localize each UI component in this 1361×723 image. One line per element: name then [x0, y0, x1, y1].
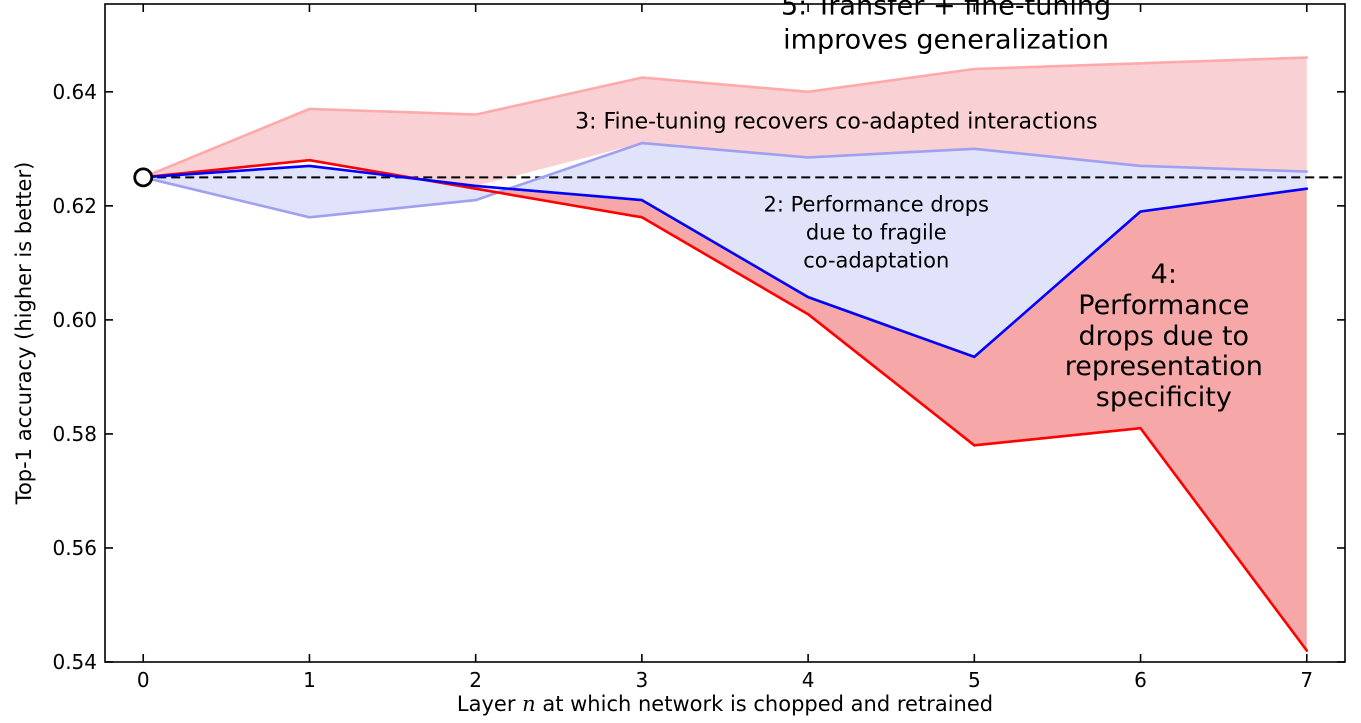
annotation-2: 2: Performance drops due to fragile co-a…: [763, 192, 989, 273]
x-axis-label-math-n: n: [522, 692, 536, 716]
x-axis-label-suffix: at which network is chopped and retraine…: [535, 692, 994, 716]
annotation-4: 4: Performance drops due to representati…: [1064, 259, 1263, 414]
series-dark-red-line: [141, 158, 1309, 652]
y-tick-label-0.62: 0.62: [52, 193, 97, 218]
region-fill-fragile-coadaptation-region: [143, 143, 1307, 357]
x-tick-label-1: 1: [303, 668, 316, 692]
origin-open-circle-marker: [133, 167, 154, 188]
series-dark-blue-line: [141, 164, 1309, 359]
x-axis-label-prefix: Layer: [456, 692, 523, 716]
y-tick-label-0.58: 0.58: [52, 421, 97, 446]
annotation-5: 5: Transfer + fine-tuning improves gener…: [780, 0, 1112, 56]
region-fill-transfer-finetune-region: [143, 57, 1307, 186]
series-light-blue-line: [141, 141, 1309, 219]
x-tick-label-3: 3: [635, 668, 649, 692]
x-tick-label-6: 6: [1134, 668, 1147, 692]
y-tick-label-0.54: 0.54: [52, 650, 97, 674]
x-tick-label-2: 2: [469, 668, 483, 692]
x-axis-label: Layer n at which network is chopped and …: [457, 692, 993, 716]
series-light-red-line: [141, 56, 1309, 179]
region-fill-representation-specificity-region: [475, 185, 1307, 651]
y-tick-label-0.60: 0.60: [52, 307, 97, 332]
annotation-3: 3: Fine-tuning recovers co-adapted inter…: [575, 109, 1098, 135]
axis-box: [104, 3, 1346, 663]
x-tick-label-7: 7: [1300, 668, 1314, 692]
y-tick-label-0.64: 0.64: [52, 79, 97, 104]
x-tick-label-5: 5: [967, 668, 981, 692]
y-tick-label-0.56: 0.56: [52, 535, 97, 560]
x-tick-label-0: 0: [136, 668, 150, 692]
x-tick-label-4: 4: [801, 668, 815, 692]
